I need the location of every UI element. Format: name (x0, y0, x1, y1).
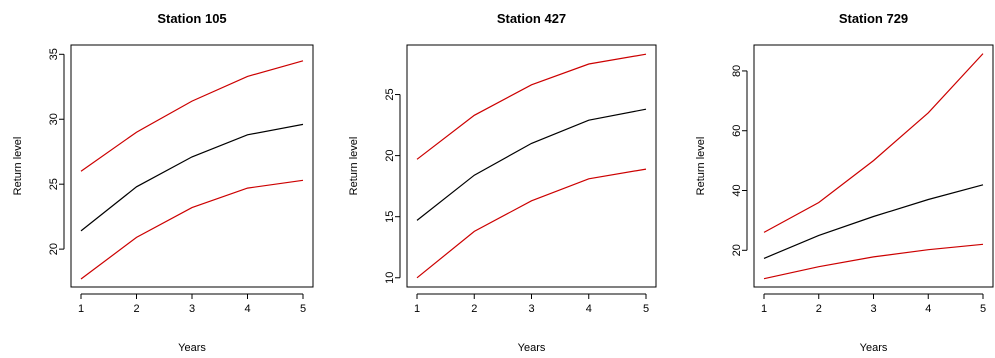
y-tick-label: 25 (384, 88, 396, 100)
panel-title: Station 729 (839, 11, 908, 26)
panel-3: Station 729 1 2 3 4 5 20 40 60 80 Years Return leve… (695, 11, 994, 354)
plot-frame (753, 44, 994, 288)
series-line-upper (80, 60, 304, 172)
y-axis-label: Return level (348, 137, 360, 196)
y-tick-label: 20 (48, 243, 60, 255)
series-line-upper (763, 53, 984, 233)
y-tick-label: 80 (731, 65, 743, 77)
x-axis-label: Years (860, 342, 888, 354)
x-tick-label: 3 (870, 303, 876, 315)
x-tick-label: 4 (925, 303, 931, 315)
y-tick-label: 30 (48, 113, 60, 125)
panel-1: Station 105 1 2 3 4 5 20 25 30 35 Years Return leve… (12, 11, 314, 354)
x-tick-label: 5 (643, 303, 649, 315)
x-axis-label: Years (178, 342, 206, 354)
plot-frame (70, 44, 314, 288)
x-tick-label: 5 (980, 303, 986, 315)
series-line-estimate (763, 184, 984, 259)
x-tick-label: 2 (816, 303, 822, 315)
y-tick-label: 15 (384, 211, 396, 223)
x-tick-label: 2 (471, 303, 477, 315)
y-tick-label: 20 (384, 149, 396, 161)
y-tick-label: 35 (48, 48, 60, 60)
series-line-upper (416, 53, 647, 160)
x-axis-label: Years (518, 342, 546, 354)
x-tick-label: 1 (78, 303, 84, 315)
y-axis-label: Return level (695, 137, 707, 196)
x-tick-label: 3 (189, 303, 195, 315)
series-line-estimate (416, 108, 647, 221)
series-line-lower (80, 179, 304, 280)
y-tick-label: 20 (731, 244, 743, 256)
x-tick-label: 4 (586, 303, 592, 315)
series-line-lower (416, 168, 647, 279)
x-tick-label: 5 (300, 303, 306, 315)
x-tick-label: 2 (133, 303, 139, 315)
y-axis-label: Return level (12, 137, 24, 196)
panel-title: Station 427 (497, 11, 566, 26)
x-tick-label: 4 (244, 303, 250, 315)
y-tick-label: 60 (731, 125, 743, 137)
series-line-estimate (80, 123, 304, 232)
x-tick-label: 3 (528, 303, 534, 315)
panel-title: Station 105 (157, 11, 226, 26)
panel-2: Station 427 1 2 3 4 5 10 15 20 25 Years Return leve… (348, 11, 657, 354)
y-tick-label: 40 (731, 184, 743, 196)
y-tick-label: 25 (48, 178, 60, 190)
plot-frame (406, 44, 657, 288)
y-tick-label: 10 (384, 272, 396, 284)
x-tick-label: 1 (414, 303, 420, 315)
x-tick-label: 1 (761, 303, 767, 315)
series-line-lower (763, 243, 984, 280)
